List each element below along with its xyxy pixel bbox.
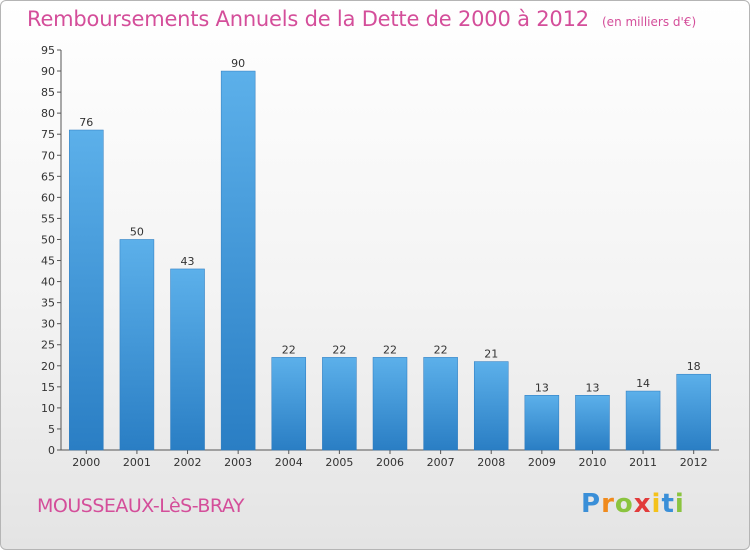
chart-subtitle: (en milliers d'€) bbox=[602, 15, 697, 29]
x-tick-label: 2005 bbox=[325, 456, 353, 469]
bar bbox=[170, 268, 205, 451]
bar-value-label: 22 bbox=[434, 343, 448, 356]
y-tick-label: 0 bbox=[48, 444, 55, 457]
bar bbox=[524, 395, 560, 451]
y-tick-label: 55 bbox=[41, 212, 55, 225]
y-tick-label: 15 bbox=[41, 381, 55, 394]
logo-letter: x bbox=[633, 489, 652, 519]
bars bbox=[69, 70, 711, 451]
bar-value-label: 90 bbox=[231, 57, 245, 70]
x-tick-label: 2011 bbox=[629, 456, 657, 469]
bar bbox=[220, 70, 256, 451]
y-tick-label: 60 bbox=[41, 191, 55, 204]
y-tick-label: 25 bbox=[41, 339, 55, 352]
bar bbox=[119, 239, 155, 451]
logo-letter: P bbox=[581, 489, 602, 519]
bar bbox=[372, 357, 408, 451]
bar-value-label: 18 bbox=[687, 360, 701, 373]
y-tick-label: 30 bbox=[41, 318, 55, 331]
x-tick-label: 2002 bbox=[174, 456, 202, 469]
bar bbox=[69, 129, 104, 451]
x-tick-label: 2012 bbox=[680, 456, 708, 469]
bar-value-label: 22 bbox=[282, 343, 296, 356]
bar bbox=[473, 361, 509, 451]
bar bbox=[423, 357, 458, 451]
bar-value-label: 43 bbox=[181, 255, 195, 268]
x-tick-label: 2003 bbox=[224, 456, 252, 469]
bar-value-label: 13 bbox=[585, 381, 599, 394]
x-tick-label: 2004 bbox=[275, 456, 303, 469]
bar-value-label: 50 bbox=[130, 225, 144, 238]
bar bbox=[625, 390, 661, 451]
chart-title: Remboursements Annuels de la Dette de 20… bbox=[27, 7, 589, 31]
logo-letter: i bbox=[651, 489, 662, 519]
y-tick-label: 80 bbox=[41, 107, 55, 120]
y-tick-label: 95 bbox=[41, 44, 55, 57]
commune-name: MOUSSEAUX-LèS-BRAY bbox=[37, 495, 245, 517]
logo-letter: o bbox=[614, 489, 634, 519]
bar bbox=[676, 373, 711, 451]
title-line: Remboursements Annuels de la Dette de 20… bbox=[27, 7, 696, 31]
y-tick-label: 65 bbox=[41, 170, 55, 183]
bar-value-label: 22 bbox=[332, 343, 346, 356]
bar-value-label: 13 bbox=[535, 381, 549, 394]
bar bbox=[322, 357, 357, 451]
proxiti-logo[interactable]: Proxiti bbox=[581, 489, 685, 519]
y-tick-label: 10 bbox=[41, 402, 55, 415]
bar-value-label: 21 bbox=[484, 348, 498, 361]
bar-value-label: 22 bbox=[383, 343, 397, 356]
bar bbox=[575, 395, 610, 451]
x-tick-label: 2010 bbox=[578, 456, 606, 469]
x-tick-label: 2009 bbox=[528, 456, 556, 469]
y-tick-label: 50 bbox=[41, 233, 55, 246]
x-axis: 2000 2001 2002 2003 2004 2005 2006 2007 2008 2009… bbox=[61, 449, 719, 469]
x-tick-label: 2000 bbox=[72, 456, 100, 469]
y-tick-label: 90 bbox=[41, 65, 55, 78]
bar-value-label: 14 bbox=[636, 377, 650, 390]
x-tick-label: 2006 bbox=[376, 456, 404, 469]
bar bbox=[271, 357, 307, 451]
y-tick-label: 35 bbox=[41, 297, 55, 310]
bar-value-label: 76 bbox=[79, 116, 93, 129]
y-axis: 0 5 10 15 20 25 30 35 40 45 50 55 60 65 70 75 80 85 90 95 bbox=[41, 44, 62, 457]
y-tick-label: 20 bbox=[41, 360, 55, 373]
logo-letter: t bbox=[661, 489, 675, 519]
x-tick-label: 2007 bbox=[427, 456, 455, 469]
x-tick-label: 2001 bbox=[123, 456, 151, 469]
x-tick-label: 2008 bbox=[477, 456, 505, 469]
y-tick-label: 75 bbox=[41, 128, 55, 141]
value-labels: 76 50 43 90 22 22 22 22 21 13 13 14 18 bbox=[79, 57, 700, 394]
y-tick-label: 45 bbox=[41, 255, 55, 268]
logo-letter: r bbox=[601, 489, 615, 519]
y-tick-label: 70 bbox=[41, 149, 55, 162]
y-tick-label: 40 bbox=[41, 276, 55, 289]
y-tick-label: 85 bbox=[41, 86, 55, 99]
y-tick-label: 5 bbox=[48, 423, 55, 436]
logo-letter: i bbox=[674, 489, 685, 519]
